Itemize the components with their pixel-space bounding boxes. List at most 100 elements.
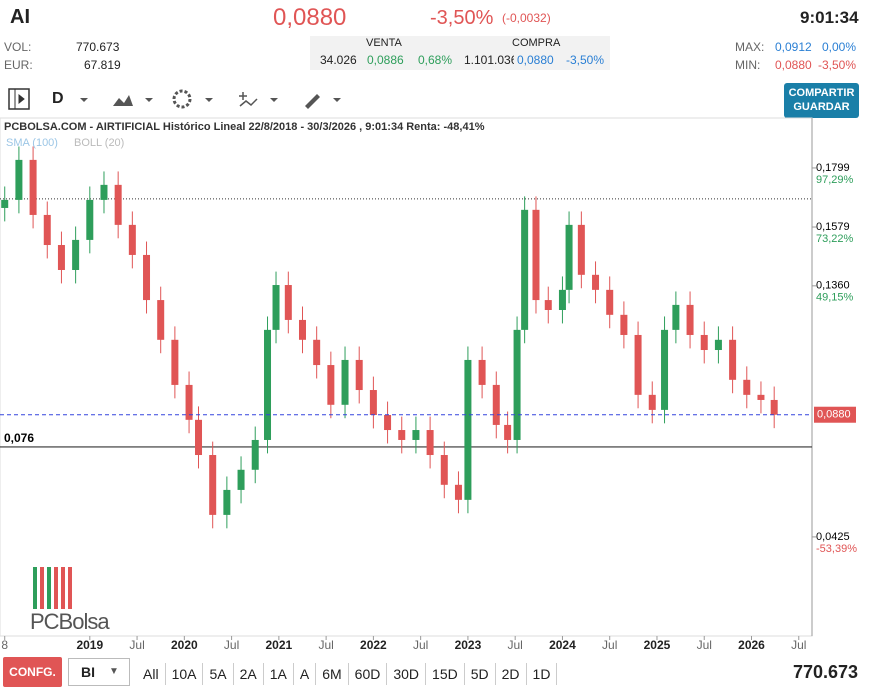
candle: [272, 271, 280, 344]
candle: [128, 211, 136, 269]
candle: [700, 321, 708, 364]
candle: [29, 146, 37, 229]
footer-volume: 770.673: [793, 662, 859, 682]
candle: [743, 366, 751, 409]
x-tick-label: Jul: [791, 638, 806, 652]
candle: [729, 326, 737, 394]
min-pct: -3,50%: [818, 58, 857, 72]
indicator-icon[interactable]: [239, 92, 258, 107]
logo-bar: [33, 567, 37, 609]
y-tick-change: 73,22%: [816, 233, 854, 245]
candle: [565, 211, 573, 304]
button-text: GUARDAR: [793, 101, 850, 113]
logo-bar: [61, 567, 65, 609]
period-option[interactable]: 15D: [426, 663, 465, 685]
eur: 67.819: [84, 58, 121, 72]
venta-pct: 0,68%: [418, 53, 453, 67]
candle: [454, 471, 462, 514]
x-tick-label: 2021: [266, 638, 293, 652]
venta-qty: 34.026: [320, 53, 357, 67]
candle-body: [128, 224, 136, 255]
dropdown-arrows: [80, 98, 341, 102]
period-option[interactable]: 2D: [496, 663, 527, 685]
panel-icon[interactable]: [8, 88, 30, 110]
candle: [757, 381, 765, 414]
candle-body: [686, 304, 694, 335]
logo-text: PCBolsa: [30, 609, 110, 634]
candle-body: [464, 359, 472, 500]
share-save-button[interactable]: COMPARTIR GUARDAR: [784, 83, 859, 118]
chart-type-icon[interactable]: [113, 95, 133, 106]
candle-body: [355, 359, 363, 391]
vol-label: VOL:: [4, 40, 32, 54]
quote-table: [310, 36, 610, 70]
candle: [143, 241, 151, 314]
candle: [513, 316, 521, 454]
period-option[interactable]: 6M: [316, 663, 349, 685]
candle-body: [369, 390, 377, 415]
candle-body: [478, 359, 486, 385]
candle-body: [412, 430, 420, 440]
candle-body: [521, 209, 529, 330]
x-tick-label: Jul: [697, 638, 712, 652]
select-arrow: ▼: [109, 666, 119, 677]
candle-body: [770, 399, 778, 415]
candle: [114, 171, 122, 239]
candle-body: [440, 455, 448, 485]
candle: [237, 456, 245, 504]
candle: [251, 426, 259, 484]
candle: [355, 346, 363, 404]
period-option[interactable]: A: [294, 663, 317, 685]
period-bar: All 10A 5A 2A 1A A 6M 60D 30D 15D 5D 2D 1D: [137, 660, 558, 688]
candle-body: [558, 289, 566, 311]
settings-icon[interactable]: [172, 89, 192, 109]
chart: PCBOLSA.COM - AIRTIFICIAL Histórico Line…: [0, 117, 857, 652]
candle-body: [72, 239, 80, 270]
candle-body: [114, 184, 122, 225]
period-option[interactable]: 1D: [527, 663, 558, 685]
candle: [341, 346, 349, 419]
candle-body: [672, 304, 680, 330]
candle: [770, 386, 778, 429]
min-label: MIN:: [735, 58, 761, 72]
candle-body: [143, 254, 151, 301]
candle-body: [426, 430, 434, 456]
candle-body: [592, 274, 600, 290]
compra-qty: 1.101.036: [464, 53, 514, 67]
period-option[interactable]: 30D: [387, 663, 427, 685]
candle: [634, 321, 642, 409]
candle-body: [648, 394, 656, 410]
candle: [171, 326, 179, 399]
period-option[interactable]: 10A: [166, 663, 204, 685]
min-price: 0,0880: [775, 58, 812, 72]
candle: [521, 196, 529, 344]
candle: [1, 186, 9, 222]
period-option[interactable]: 2A: [234, 663, 264, 685]
logo-bar: [47, 567, 51, 609]
candle: [426, 416, 434, 469]
period-option[interactable]: All: [137, 663, 166, 685]
draw-icon[interactable]: [305, 94, 320, 109]
candle-body: [313, 339, 321, 366]
change-abs: (-0,0032): [502, 11, 551, 25]
period-option[interactable]: 5A: [203, 663, 234, 685]
candle-body: [454, 484, 462, 500]
max-price: 0,0912: [775, 40, 812, 54]
candle-body: [209, 455, 217, 515]
config-button[interactable]: CONFG.: [3, 657, 62, 687]
period-option[interactable]: 5D: [465, 663, 496, 685]
logo: PCBolsa: [30, 567, 111, 634]
candle-body: [384, 414, 392, 431]
x-tick-label: Jul: [224, 638, 239, 652]
logo-bar: [54, 567, 58, 609]
scale-select[interactable]: BI ▼: [68, 658, 130, 686]
candle-body: [284, 285, 292, 320]
candle-body: [157, 300, 165, 340]
period-option[interactable]: 60D: [349, 663, 388, 685]
candle: [72, 226, 80, 284]
candle: [57, 231, 65, 284]
period-option[interactable]: 1A: [264, 663, 294, 685]
candle-body: [544, 300, 552, 311]
candle-body: [100, 184, 108, 200]
period[interactable]: D: [52, 90, 64, 107]
